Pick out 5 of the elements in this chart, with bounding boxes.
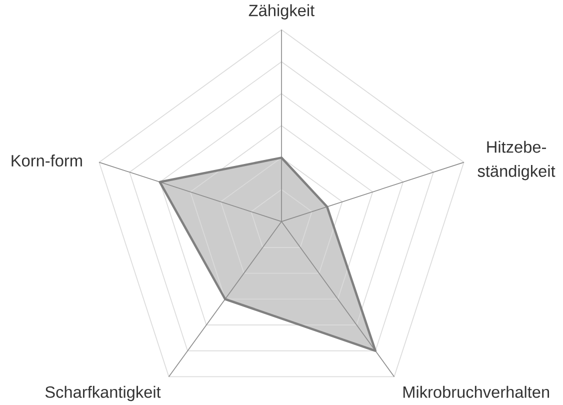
spoke-label: Mikrobruchverhalten [403, 386, 550, 398]
spoke-label: Scharfkantigkeit [45, 386, 161, 401]
spoke-label: Korn-form [12, 154, 82, 166]
spoke-label: Zähigkeit [248, 4, 314, 20]
spoke-label: Hitzebe-ständigkeit [478, 140, 556, 180]
